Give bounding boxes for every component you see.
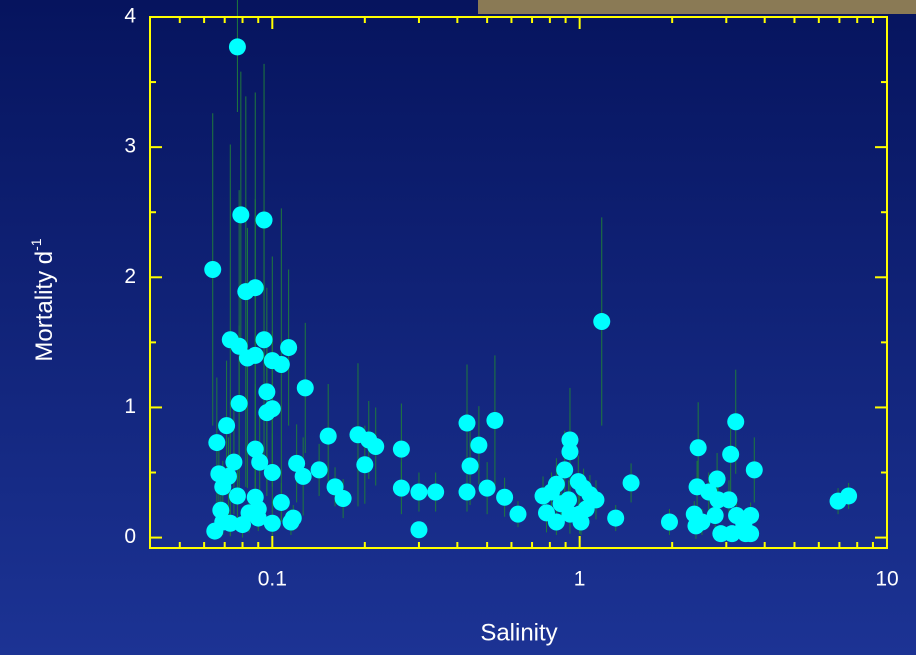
point: [410, 521, 428, 539]
point: [607, 509, 625, 527]
point: [282, 513, 300, 531]
photo-strip: [478, 0, 916, 14]
point: [280, 339, 298, 357]
point: [720, 491, 738, 509]
point: [561, 431, 579, 449]
point: [577, 500, 595, 518]
point: [660, 513, 678, 531]
point: [561, 443, 579, 461]
point: [204, 260, 222, 278]
point: [392, 479, 410, 497]
point: [560, 491, 578, 509]
point: [272, 355, 290, 373]
point: [214, 478, 232, 496]
point: [742, 506, 760, 524]
point: [288, 454, 306, 472]
point: [246, 440, 264, 458]
point: [356, 456, 374, 474]
point: [509, 505, 527, 523]
point: [556, 461, 574, 479]
point: [294, 467, 312, 485]
point: [251, 453, 269, 471]
point: [547, 513, 565, 531]
point: [723, 525, 741, 543]
point: [461, 457, 479, 475]
point: [410, 483, 428, 501]
point: [255, 211, 273, 229]
point: [496, 488, 514, 506]
point: [742, 525, 760, 543]
point: [458, 414, 476, 432]
y-tick-label: 2: [124, 265, 136, 288]
point: [230, 395, 248, 413]
point: [232, 206, 250, 224]
x-tick-label: 1: [574, 568, 586, 591]
point: [228, 487, 246, 505]
y-tick-label: 4: [124, 5, 136, 28]
point: [706, 506, 724, 524]
plot-frame: [149, 16, 888, 549]
point: [543, 483, 561, 501]
point: [689, 439, 707, 457]
point: [708, 470, 726, 488]
point: [208, 434, 226, 452]
point: [593, 313, 611, 331]
point: [310, 461, 328, 479]
point: [572, 513, 590, 531]
point: [458, 483, 476, 501]
y-tick-label: 1: [124, 395, 136, 418]
y-label-sup: -1: [28, 238, 44, 251]
point: [727, 413, 745, 431]
point: [367, 437, 385, 455]
x-tick-label: 0.1: [258, 568, 287, 591]
point: [427, 483, 445, 501]
point: [246, 279, 264, 297]
point: [228, 38, 246, 56]
point: [319, 427, 337, 445]
point: [470, 436, 488, 454]
point: [272, 493, 290, 511]
y-axis-label: Mortality d-1: [28, 238, 59, 361]
y-tick-label: 0: [124, 525, 136, 548]
point: [622, 474, 640, 492]
point: [263, 464, 281, 482]
x-axis-label: Salinity: [480, 619, 557, 646]
point: [334, 490, 352, 508]
point: [246, 346, 264, 364]
point: [225, 453, 243, 471]
point: [296, 379, 314, 397]
point: [218, 417, 236, 435]
point: [840, 487, 858, 505]
point: [745, 461, 763, 479]
point: [486, 411, 504, 429]
y-label-text: Mortality d: [31, 251, 58, 362]
point: [258, 383, 276, 401]
point: [687, 517, 705, 535]
x-tick-label: 10: [875, 568, 898, 591]
point: [214, 513, 232, 531]
point: [255, 331, 273, 349]
point: [478, 479, 496, 497]
point: [240, 504, 258, 522]
point: [722, 445, 740, 463]
point: [392, 440, 410, 458]
y-tick-label: 3: [124, 135, 136, 158]
point: [258, 404, 276, 422]
point: [263, 514, 281, 532]
